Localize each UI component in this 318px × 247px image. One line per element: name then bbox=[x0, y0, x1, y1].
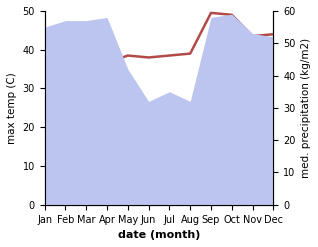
X-axis label: date (month): date (month) bbox=[118, 230, 200, 240]
Y-axis label: med. precipitation (kg/m2): med. precipitation (kg/m2) bbox=[301, 38, 311, 178]
Y-axis label: max temp (C): max temp (C) bbox=[7, 72, 17, 144]
